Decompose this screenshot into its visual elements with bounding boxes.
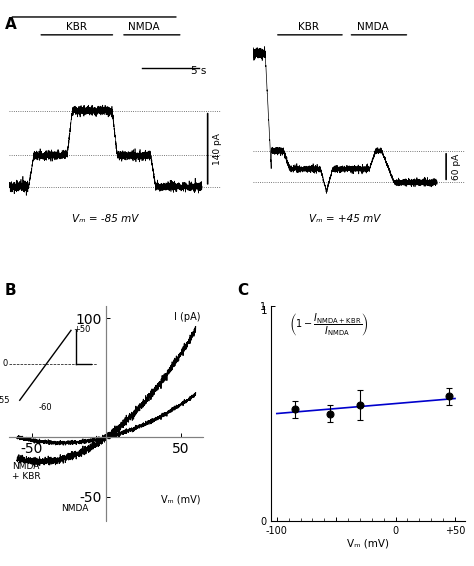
Text: 5 s: 5 s <box>191 66 207 76</box>
Text: 60 pA: 60 pA <box>452 153 461 180</box>
Text: Vₘ = -85 mV: Vₘ = -85 mV <box>73 215 139 224</box>
Text: NMDA: NMDA <box>357 23 388 32</box>
Text: C: C <box>237 283 248 298</box>
X-axis label: Vₘ (mV): Vₘ (mV) <box>346 538 389 548</box>
Text: NMDA
+ KBR: NMDA + KBR <box>12 462 41 481</box>
Text: KBR: KBR <box>66 23 87 32</box>
Text: I (pA): I (pA) <box>173 312 200 322</box>
Text: NMDA: NMDA <box>62 504 89 513</box>
Text: Vₘ = +45 mV: Vₘ = +45 mV <box>309 215 381 224</box>
Text: 1: 1 <box>261 306 267 316</box>
Text: $\left(1-\dfrac{I_{\rm NMDA+KBR}}{I_{\rm NMDA}}\right)$: $\left(1-\dfrac{I_{\rm NMDA+KBR}}{I_{\rm… <box>289 311 369 338</box>
Text: 140 pA: 140 pA <box>213 133 222 165</box>
Text: Vₘ (mV): Vₘ (mV) <box>161 495 200 505</box>
Text: NMDA: NMDA <box>128 23 160 32</box>
Text: A: A <box>5 17 17 32</box>
Text: B: B <box>5 283 17 298</box>
Text: KBR: KBR <box>298 23 319 32</box>
